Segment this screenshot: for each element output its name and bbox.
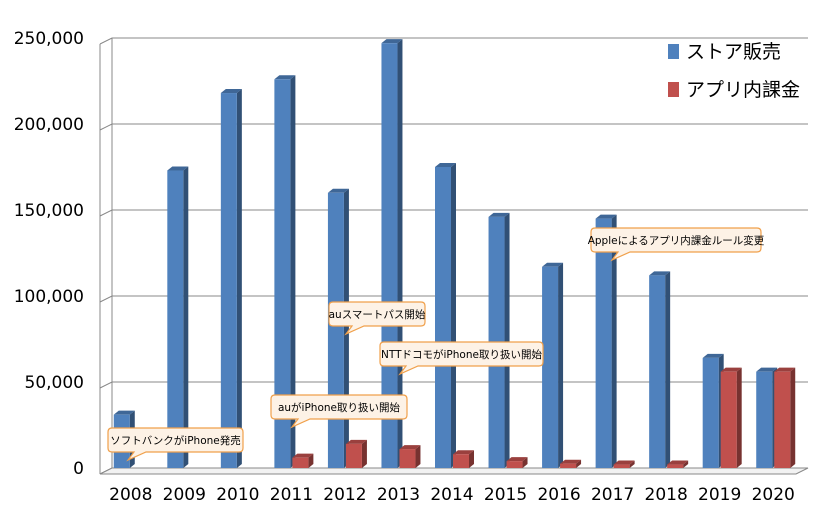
annotation-callout: ソフトバンクがiPhone発売 xyxy=(107,427,244,462)
annotation-callout: NTTドコモがiPhone取り扱い開始 xyxy=(379,341,544,376)
annotation-text: Appleによるアプリ内課金ルール変更 xyxy=(588,234,765,247)
bar-store-sales xyxy=(167,166,189,468)
gridline xyxy=(99,123,808,131)
chart-floor xyxy=(99,467,809,475)
x-tick-label: 2018 xyxy=(645,485,688,505)
annotation-callout: auがiPhone取り扱い開始 xyxy=(270,394,408,429)
y-tick-label: 250,000 xyxy=(14,29,84,49)
annotation-text: auがiPhone取り扱い開始 xyxy=(278,401,401,414)
bar-in-app-purchase xyxy=(667,460,689,468)
x-tick-label: 2020 xyxy=(752,485,795,505)
legend-label: アプリ内課金 xyxy=(686,79,800,101)
bar-in-app-purchase xyxy=(720,367,742,468)
bar-store-sales xyxy=(756,367,778,468)
bar-in-app-purchase xyxy=(453,450,474,468)
bar-in-app-purchase xyxy=(506,457,528,468)
bars xyxy=(113,39,796,469)
legend-swatch xyxy=(668,44,679,59)
gridlines xyxy=(99,37,809,475)
y-axis: 0 50,000 100,000 150,000 200,000 250,000 xyxy=(14,29,84,479)
y-tick-label: 100,000 xyxy=(14,287,84,307)
x-tick-label: 2014 xyxy=(430,485,473,505)
bar-store-sales xyxy=(649,271,671,468)
x-tick-label: 2019 xyxy=(698,485,741,505)
annotation-text: ソフトバンクがiPhone発売 xyxy=(110,434,240,447)
x-tick-label: 2016 xyxy=(537,485,580,505)
bar-in-app-purchase xyxy=(345,439,367,468)
x-tick-label: 2009 xyxy=(163,485,206,505)
bar-store-sales xyxy=(488,212,510,468)
annotation-text: NTTドコモがiPhone取り扱い開始 xyxy=(381,348,542,361)
annotation-callout: Appleによるアプリ内課金ルール変更 xyxy=(588,227,765,262)
bar-in-app-purchase xyxy=(292,453,314,468)
y-tick-label: 0 xyxy=(73,459,84,479)
x-tick-label: 2010 xyxy=(216,485,259,505)
legend-swatch xyxy=(668,82,679,97)
bar-in-app-purchase xyxy=(560,459,582,468)
bar-store-sales xyxy=(435,163,456,468)
bar-in-app-purchase xyxy=(774,367,796,468)
annotation-callout: auスマートパス開始 xyxy=(328,301,426,336)
bar-store-sales xyxy=(595,214,617,468)
y-tick-label: 50,000 xyxy=(25,373,84,393)
annotation-text: auスマートパス開始 xyxy=(329,308,426,321)
bar-in-app-purchase xyxy=(399,445,421,468)
bar-store-sales xyxy=(274,75,296,468)
x-tick-label: 2008 xyxy=(109,485,152,505)
x-axis: 2008 2009 2010 2011 2012 2013 2014 2015 2016 2017… xyxy=(109,485,795,505)
bar-in-app-purchase xyxy=(613,460,635,468)
bar-store-sales xyxy=(220,89,242,468)
x-tick-label: 2013 xyxy=(377,485,420,505)
x-tick-label: 2015 xyxy=(484,485,527,505)
x-tick-label: 2012 xyxy=(323,485,366,505)
y-tick-label: 200,000 xyxy=(14,115,84,135)
annotations: ソフトバンクがiPhone発売 auがiPhone取り扱い開始 auスマートパス開始… xyxy=(107,227,765,462)
bar-store-sales xyxy=(327,188,349,469)
legend-label: ストア販売 xyxy=(686,41,781,63)
x-tick-label: 2011 xyxy=(270,485,313,505)
y-tick-label: 150,000 xyxy=(14,201,84,221)
x-tick-label: 2017 xyxy=(591,485,634,505)
bar-store-sales xyxy=(702,353,724,468)
bar-store-sales xyxy=(542,262,564,468)
